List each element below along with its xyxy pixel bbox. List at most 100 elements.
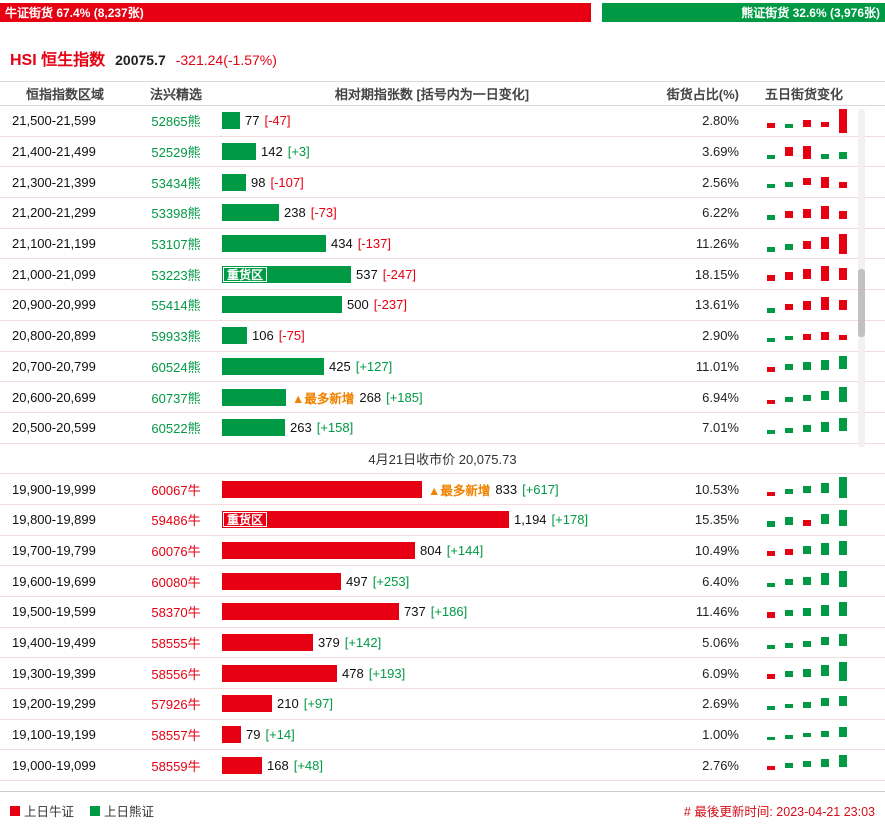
contracts-bar (222, 695, 272, 712)
spark-candle (821, 360, 829, 370)
spark-candle (767, 583, 775, 587)
index-change: -321.24(-1.57%) (176, 52, 277, 68)
contracts-value: 77 (245, 113, 259, 128)
contracts-bar: 重货区 (222, 266, 351, 283)
spark-candle (785, 272, 793, 280)
relative-contracts-cell: 168[+48] (222, 757, 642, 774)
warrant-code-link[interactable]: 55414熊 (130, 295, 222, 314)
contracts-value: 478 (342, 666, 364, 681)
warrant-code-link[interactable]: 60737熊 (130, 388, 222, 407)
warrant-code-link[interactable]: 52865熊 (130, 111, 222, 130)
warrant-code-link[interactable]: 60076牛 (130, 541, 222, 560)
warrant-code-link[interactable]: 52529熊 (130, 142, 222, 161)
five-day-sparkline (745, 752, 885, 778)
warrant-code-link[interactable]: 53398熊 (130, 203, 222, 222)
warrant-code-link[interactable]: 53107熊 (130, 234, 222, 253)
spark-candle (785, 489, 793, 494)
heavy-zone-badge: 重货区 (223, 267, 267, 282)
spark-candle (839, 510, 847, 526)
one-day-change: [-107] (270, 175, 303, 190)
index-range-cell: 19,500-19,599 (0, 604, 130, 619)
one-day-change: [+97] (304, 696, 333, 711)
spark-candle (767, 155, 775, 159)
warrant-code-link[interactable]: 60067牛 (130, 480, 222, 499)
spark-candle (803, 241, 811, 249)
spark-candle (803, 120, 811, 127)
warrant-code-link[interactable]: 60524熊 (130, 357, 222, 376)
index-price: 20075.7 (115, 52, 166, 68)
street-pct-cell: 11.01% (642, 359, 745, 374)
relative-contracts-cell: 106[-75] (222, 327, 642, 344)
street-pct-cell: 15.35% (642, 512, 745, 527)
spark-candle (767, 492, 775, 496)
contracts-value: 497 (346, 574, 368, 589)
index-range-cell: 19,700-19,799 (0, 543, 130, 558)
warrant-code-link[interactable]: 58556牛 (130, 664, 222, 683)
spark-candle (839, 634, 847, 646)
spark-candle (821, 154, 829, 159)
warrant-code-link[interactable]: 53223熊 (130, 265, 222, 284)
contracts-bar (222, 143, 256, 160)
five-day-sparkline (745, 507, 885, 533)
spark-candle (803, 608, 811, 616)
contracts-bar (222, 726, 241, 743)
scrollbar[interactable] (858, 109, 865, 447)
warrant-code-link[interactable]: 58559牛 (130, 756, 222, 775)
spark-candle (785, 211, 793, 218)
spark-candle (767, 737, 775, 740)
spark-candle (767, 766, 775, 770)
spark-candle (803, 425, 811, 432)
footer: 上日牛证 上日熊证 # 最後更新时间: 2023-04-21 23:03 (0, 791, 885, 820)
street-pct-cell: 2.76% (642, 758, 745, 773)
spark-candle (767, 308, 775, 313)
spark-candle (821, 122, 829, 127)
warrant-code-link[interactable]: 59486牛 (130, 510, 222, 529)
scrollbar-thumb[interactable] (858, 269, 865, 337)
one-day-change: [+144] (447, 543, 484, 558)
relative-contracts-cell: 77[-47] (222, 112, 642, 129)
street-pct-cell: 2.90% (642, 328, 745, 343)
spark-candle (821, 665, 829, 676)
warrant-code-link[interactable]: 58555牛 (130, 633, 222, 652)
spark-candle (803, 669, 811, 677)
index-range-cell: 20,700-20,799 (0, 359, 130, 374)
relative-contracts-cell: 497[+253] (222, 573, 642, 590)
index-range-cell: 20,800-20,899 (0, 328, 130, 343)
spark-candle (839, 755, 847, 767)
spark-candle (839, 335, 847, 340)
warrant-code-link[interactable]: 60522熊 (130, 418, 222, 437)
spark-candle (803, 301, 811, 310)
spark-candle (839, 727, 847, 737)
index-range-cell: 21,100-21,199 (0, 236, 130, 251)
legend-item-bear: 上日熊证 (90, 801, 154, 820)
street-pct-cell: 7.01% (642, 420, 745, 435)
spark-candle (821, 605, 829, 616)
contracts-value: 379 (318, 635, 340, 650)
five-day-sparkline (745, 599, 885, 625)
index-header: HSI 恒生指数 20075.7 -321.24(-1.57%) (10, 46, 885, 65)
index-range-cell: 19,100-19,199 (0, 727, 130, 742)
warrant-code-link[interactable]: 58370牛 (130, 602, 222, 621)
warrant-code-link[interactable]: 58557牛 (130, 725, 222, 744)
index-range-cell: 21,500-21,599 (0, 113, 130, 128)
one-day-change: [+158] (317, 420, 354, 435)
street-pct-cell: 11.26% (642, 236, 745, 251)
spark-candle (767, 400, 775, 404)
warrant-code-link[interactable]: 57926牛 (130, 694, 222, 713)
street-pct-cell: 6.22% (642, 205, 745, 220)
contracts-bar (222, 481, 422, 498)
warrant-code-link[interactable]: 59933熊 (130, 326, 222, 345)
spark-candle (803, 146, 811, 159)
warrant-code-link[interactable]: 60080牛 (130, 572, 222, 591)
five-day-sparkline (745, 568, 885, 594)
spark-candle (785, 579, 793, 585)
spark-candle (821, 483, 829, 493)
contracts-value: 434 (331, 236, 353, 251)
warrant-code-link[interactable]: 53434熊 (130, 173, 222, 192)
spark-candle (803, 733, 811, 737)
relative-contracts-cell: 263[+158] (222, 419, 642, 436)
